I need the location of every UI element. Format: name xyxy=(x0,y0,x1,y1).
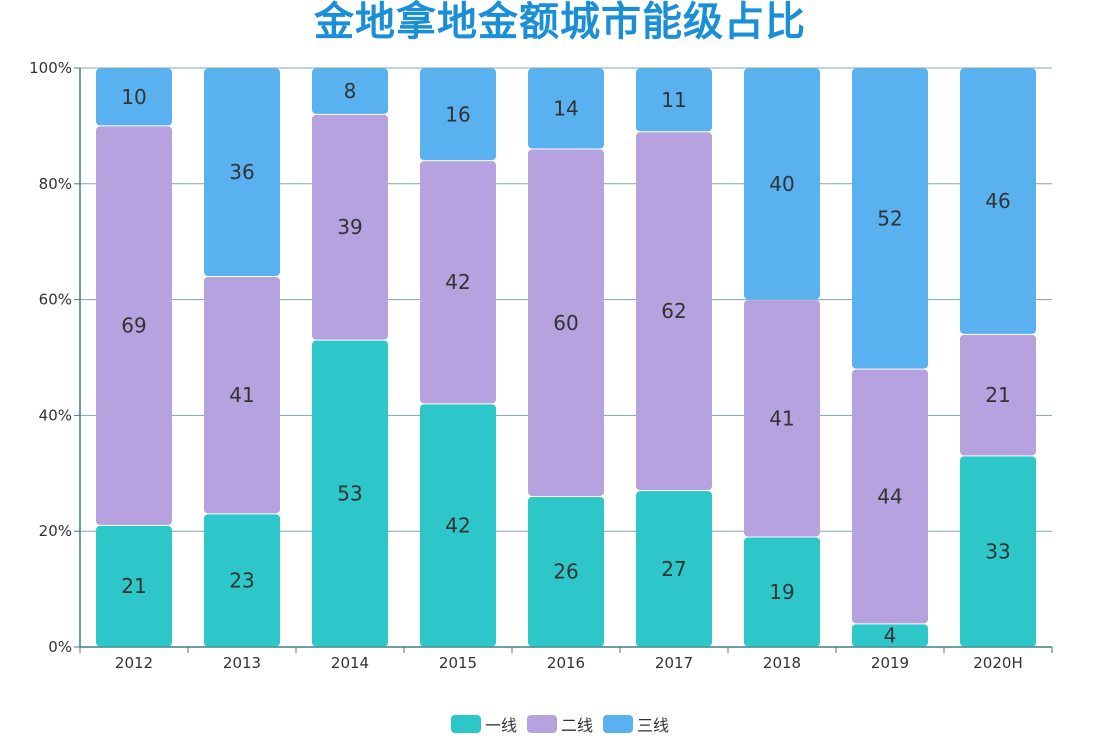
data-label: 26 xyxy=(553,560,578,584)
data-label: 53 xyxy=(337,482,362,506)
bar-segment xyxy=(636,491,712,647)
bar-segment xyxy=(204,276,280,514)
x-tick-label: 2013 xyxy=(223,654,261,672)
legend-swatch xyxy=(450,715,481,733)
bar-segment xyxy=(204,514,280,647)
bar-segment xyxy=(420,404,496,647)
chart-title: 金地拿地金额城市能级占比 xyxy=(314,0,806,45)
data-label: 42 xyxy=(445,513,470,537)
data-label: 4 xyxy=(884,623,897,647)
chart-legend[interactable]: 一线 二线 三线 xyxy=(0,712,1120,736)
x-tick-label: 2019 xyxy=(871,654,909,672)
data-label: 21 xyxy=(985,383,1010,407)
x-tick-label: 2016 xyxy=(547,654,585,672)
bar-segment xyxy=(204,68,280,276)
bar-segment xyxy=(312,114,388,340)
bar-segment xyxy=(312,340,388,647)
data-label: 8 xyxy=(344,79,357,103)
legend-label: 二线 xyxy=(560,716,593,735)
data-label: 46 xyxy=(985,189,1010,213)
bar-segment xyxy=(852,68,928,369)
y-tick-label: 0% xyxy=(48,638,72,656)
legend-item[interactable]: 一线 xyxy=(450,712,517,736)
data-label: 42 xyxy=(445,270,470,294)
data-label: 16 xyxy=(445,102,470,126)
data-label: 23 xyxy=(229,568,254,592)
bar-segment xyxy=(96,68,172,126)
bar-segment xyxy=(528,149,604,496)
y-tick-label: 60% xyxy=(39,291,72,309)
bar-segment xyxy=(960,456,1036,647)
data-label: 41 xyxy=(229,383,254,407)
data-label: 21 xyxy=(121,574,146,598)
bar-segment xyxy=(852,624,928,647)
legend-swatch xyxy=(526,715,557,733)
bar-segment xyxy=(528,496,604,647)
data-label: 44 xyxy=(877,484,902,508)
data-label: 62 xyxy=(661,299,686,323)
y-tick-label: 80% xyxy=(39,175,72,193)
x-tick-label: 2018 xyxy=(763,654,801,672)
data-label: 52 xyxy=(877,207,902,231)
x-tick-label: 2014 xyxy=(331,654,369,672)
bar-segment xyxy=(960,68,1036,334)
x-tick-label: 2012 xyxy=(115,654,153,672)
x-tick-label: 2020H xyxy=(973,654,1022,672)
data-label: 10 xyxy=(121,85,146,109)
data-label: 40 xyxy=(769,172,794,196)
bar-segment xyxy=(744,68,820,300)
legend-label: 三线 xyxy=(637,716,670,735)
data-label: 60 xyxy=(553,311,578,335)
bar-segment xyxy=(528,68,604,149)
data-label: 11 xyxy=(661,88,686,112)
data-label: 33 xyxy=(985,539,1010,563)
legend-label: 一线 xyxy=(484,716,517,735)
bar-segment xyxy=(636,132,712,491)
y-tick-label: 40% xyxy=(39,406,72,424)
data-label: 14 xyxy=(553,97,578,121)
y-tick-label: 100% xyxy=(29,59,72,77)
data-label: 69 xyxy=(121,314,146,338)
bar-segment xyxy=(420,161,496,404)
data-label: 27 xyxy=(661,557,686,581)
data-label: 41 xyxy=(769,406,794,430)
bar-segment xyxy=(636,68,712,132)
legend-item[interactable]: 三线 xyxy=(603,712,669,736)
x-tick-label: 2015 xyxy=(439,654,477,672)
bar-segment xyxy=(312,68,388,114)
bar-segment xyxy=(96,126,172,525)
bar-segment xyxy=(420,68,496,161)
legend-swatch xyxy=(603,715,633,733)
bar-segment xyxy=(852,369,928,624)
y-tick-label: 20% xyxy=(39,522,72,540)
x-tick-label: 2017 xyxy=(655,654,693,672)
data-label: 19 xyxy=(769,580,794,604)
data-label: 36 xyxy=(229,160,254,184)
data-label: 39 xyxy=(337,215,362,239)
bar-segment xyxy=(960,334,1036,456)
bar-segment xyxy=(96,525,172,647)
legend-item[interactable]: 二线 xyxy=(526,712,593,736)
bar-segment xyxy=(744,300,820,537)
bar-segment xyxy=(744,537,820,647)
